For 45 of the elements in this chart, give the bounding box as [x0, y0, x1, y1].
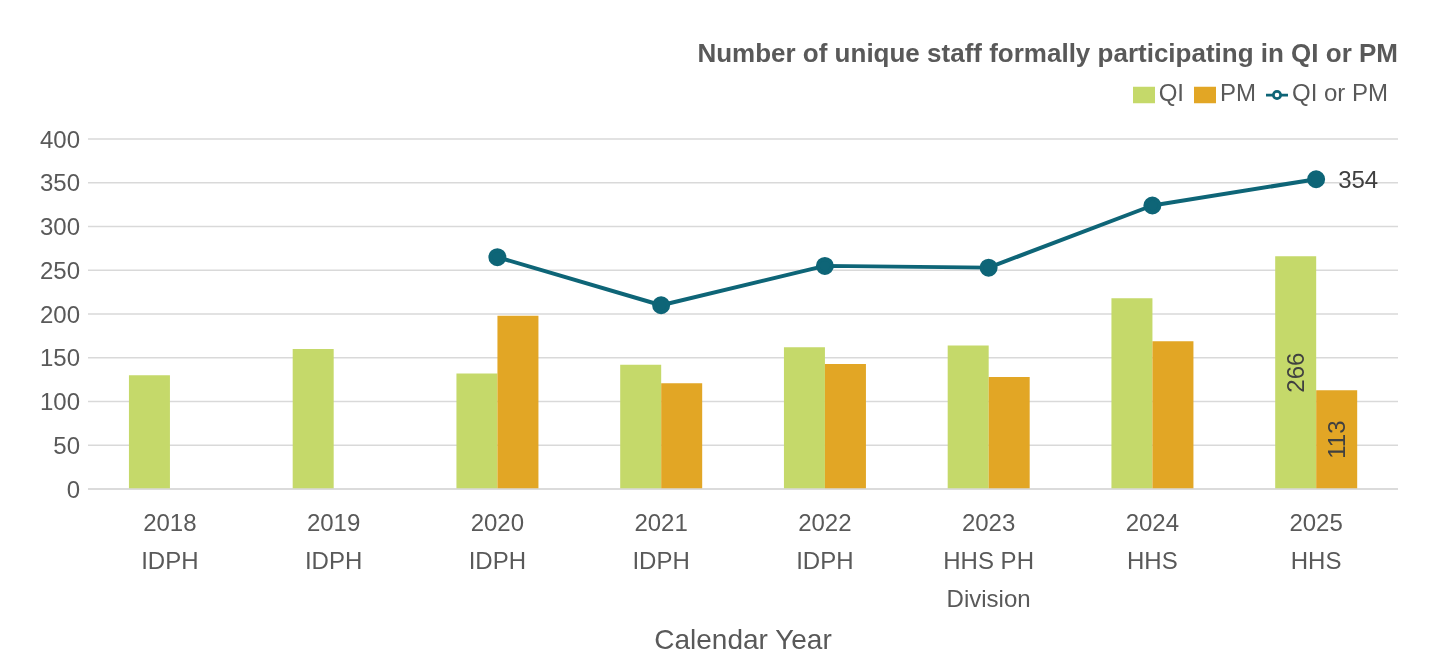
- data-label: 113: [1323, 420, 1351, 459]
- bar: [1111, 298, 1153, 489]
- bar: [620, 364, 662, 489]
- point: [488, 248, 507, 267]
- x-tick-label: 2022 IDPH: [796, 509, 854, 574]
- legend-label: QI or PM: [1291, 79, 1388, 106]
- bar: [1275, 256, 1317, 489]
- y-tick-label: 100: [39, 388, 80, 416]
- y-tick-label: 50: [53, 431, 80, 459]
- bar: [661, 383, 703, 489]
- y-tick-label: 200: [39, 300, 80, 328]
- x-tick-label: 2025 HHS: [1289, 509, 1343, 574]
- point: [652, 296, 671, 315]
- point: [815, 256, 834, 275]
- y-tick-label: 150: [39, 344, 80, 372]
- y-tick-label: 250: [39, 256, 80, 284]
- x-tick-label: 2021 IDPH: [632, 509, 690, 574]
- bar: [783, 347, 825, 489]
- bar: [1152, 341, 1194, 489]
- x-tick-label: 2018 IDPH: [141, 509, 199, 574]
- legend-label: PM: [1219, 79, 1256, 106]
- data-label: 354: [1338, 165, 1379, 193]
- bar: [292, 349, 334, 489]
- bar: [497, 315, 539, 489]
- y-tick-label: 0: [66, 475, 80, 503]
- bar: [456, 373, 498, 489]
- bar: [824, 363, 866, 489]
- bar: [1316, 390, 1358, 489]
- legend-label: QI: [1158, 79, 1184, 106]
- x-tick-label: 2024 HHS: [1125, 509, 1180, 574]
- bar: [128, 375, 170, 489]
- x-tick-label: 2019 IDPH: [304, 509, 363, 574]
- point: [979, 258, 998, 277]
- y-tick-label: 300: [39, 213, 80, 241]
- x-tick-label: 2020 IDPH: [468, 509, 527, 574]
- y-tick-label: 350: [39, 169, 80, 197]
- bar: [947, 345, 989, 489]
- point: [1307, 170, 1326, 189]
- x-axis-title: Calendar Year: [654, 624, 832, 655]
- bar: [988, 377, 1030, 489]
- data-label: 266: [1282, 352, 1310, 393]
- chart-title: Number of unique staff formally participating in QI or PM: [696, 37, 1399, 69]
- point: [1143, 196, 1162, 215]
- y-tick-label: 400: [39, 125, 80, 153]
- x-tick-label: 2023 HHS PH Division: [943, 509, 1034, 612]
